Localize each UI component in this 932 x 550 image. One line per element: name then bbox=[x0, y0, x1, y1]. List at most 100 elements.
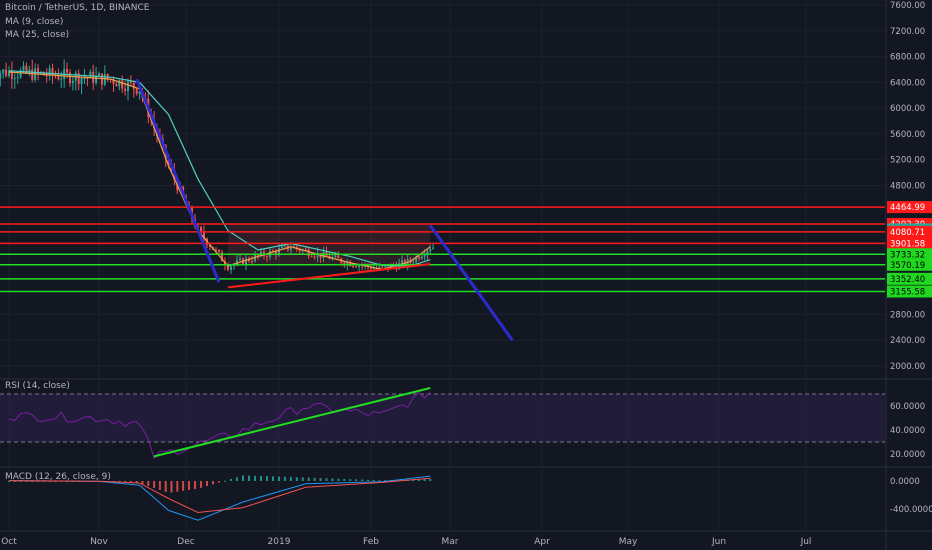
x-tick-label: Jun bbox=[711, 537, 726, 547]
candle-body bbox=[239, 258, 241, 261]
candle-body bbox=[37, 68, 40, 73]
y-tick-label: 5200.00 bbox=[890, 156, 925, 166]
price-label: 3155.58 bbox=[890, 288, 925, 298]
candle-body bbox=[381, 266, 384, 268]
candle-body bbox=[236, 260, 238, 265]
candle-body bbox=[352, 266, 355, 268]
candle-body bbox=[372, 267, 375, 269]
candle-body bbox=[19, 70, 22, 78]
candle-body bbox=[417, 256, 420, 259]
candle-body bbox=[218, 249, 220, 253]
trendline-down-1 bbox=[135, 78, 221, 283]
macd-signal-line bbox=[8, 477, 431, 514]
rsi-tick-label: 40.0000 bbox=[890, 426, 925, 436]
macd-histogram-bar bbox=[429, 478, 432, 481]
candle-body bbox=[203, 231, 205, 239]
macd-histogram-bar bbox=[212, 481, 214, 485]
macd-histogram-bar bbox=[313, 477, 316, 481]
macd-histogram-bar bbox=[206, 481, 208, 487]
rising-support-line bbox=[227, 263, 431, 289]
macd-histogram-bar bbox=[124, 481, 127, 483]
x-tick-label: Nov bbox=[90, 537, 108, 547]
candle-body bbox=[355, 266, 358, 268]
candle-body bbox=[230, 266, 232, 270]
candle-body bbox=[5, 69, 8, 76]
candle-body bbox=[118, 80, 121, 87]
macd-histogram-bar bbox=[19, 481, 22, 482]
macd-histogram-bar bbox=[331, 478, 334, 481]
candle-body bbox=[16, 77, 19, 79]
rsi-label: RSI (14, close) bbox=[5, 381, 70, 391]
candle-body bbox=[86, 77, 89, 79]
macd-histogram-bar bbox=[218, 481, 220, 483]
candle-body bbox=[121, 80, 124, 89]
candle-body bbox=[60, 79, 63, 81]
candle-body bbox=[415, 256, 418, 263]
candle-body bbox=[31, 69, 34, 80]
candle-body bbox=[80, 77, 83, 85]
macd-histogram-bar bbox=[37, 481, 40, 482]
price-label-bg bbox=[887, 258, 932, 271]
macd-histogram-bar bbox=[289, 477, 292, 481]
candle-body bbox=[22, 65, 25, 71]
macd-histogram-bar bbox=[278, 476, 280, 481]
candle-body bbox=[209, 244, 211, 247]
candle-body bbox=[66, 69, 69, 73]
macd-histogram-bar bbox=[118, 481, 121, 483]
macd-histogram-bar bbox=[242, 475, 244, 481]
rsi-tick-label: 60.0000 bbox=[890, 402, 925, 412]
x-tick-label: Dec bbox=[177, 537, 194, 547]
x-tick-label: Apr bbox=[534, 537, 550, 547]
macd-histogram-bar bbox=[8, 481, 10, 482]
rsi-tick-label: 20.0000 bbox=[890, 450, 925, 460]
x-tick-label: May bbox=[619, 537, 638, 547]
y-tick-label: 7600.00 bbox=[890, 1, 925, 11]
candle-body bbox=[77, 73, 80, 85]
macd-histogram-bar bbox=[147, 481, 150, 487]
candle-body bbox=[57, 76, 60, 80]
candle-body bbox=[334, 255, 337, 258]
candle-body bbox=[129, 81, 132, 83]
price-label: 4464.99 bbox=[890, 203, 925, 213]
candle-body bbox=[251, 261, 253, 263]
candle-body bbox=[420, 256, 423, 259]
candle-body bbox=[124, 88, 127, 92]
x-tick-label: Jul bbox=[800, 537, 812, 547]
macd-histogram-bar bbox=[266, 476, 268, 481]
candle-body bbox=[412, 262, 415, 264]
symbol-title: Bitcoin / TetherUS, 1D, BINANCE bbox=[5, 3, 150, 13]
macd-histogram-bar bbox=[361, 479, 364, 481]
candle-body bbox=[10, 71, 13, 79]
macd-tick-label: 0.0000 bbox=[890, 477, 920, 487]
rsi-line bbox=[8, 391, 431, 460]
x-tick-label: 2019 bbox=[268, 537, 291, 547]
macd-histogram-bar bbox=[378, 480, 381, 482]
candle-body bbox=[95, 75, 98, 83]
candle-body bbox=[432, 247, 435, 249]
ma25-label: MA (25, close) bbox=[5, 30, 70, 40]
macd-histogram-bar bbox=[319, 478, 322, 481]
macd-histogram-bar bbox=[153, 481, 156, 488]
consolidation-box bbox=[228, 224, 431, 265]
candle-body bbox=[215, 249, 217, 251]
macd-histogram-bar bbox=[158, 481, 161, 490]
candle-body bbox=[343, 262, 346, 265]
candle-body bbox=[337, 255, 340, 259]
macd-histogram-bar bbox=[337, 478, 340, 481]
candle-body bbox=[138, 91, 141, 94]
x-tick-label: Feb bbox=[363, 537, 379, 547]
candle-body bbox=[127, 81, 129, 92]
macd-histogram-bar bbox=[164, 481, 167, 492]
candle-body bbox=[48, 68, 51, 76]
y-tick-label: 2000.00 bbox=[890, 362, 925, 372]
candle-body bbox=[349, 261, 352, 267]
price-label: 3570.19 bbox=[890, 261, 925, 271]
candle-body bbox=[132, 82, 135, 89]
candle-body bbox=[221, 252, 223, 262]
rsi-band bbox=[0, 394, 885, 442]
macd-histogram-bar bbox=[254, 475, 256, 481]
candle-body bbox=[200, 226, 202, 232]
candle-body bbox=[245, 258, 247, 265]
candle-body bbox=[167, 159, 170, 166]
